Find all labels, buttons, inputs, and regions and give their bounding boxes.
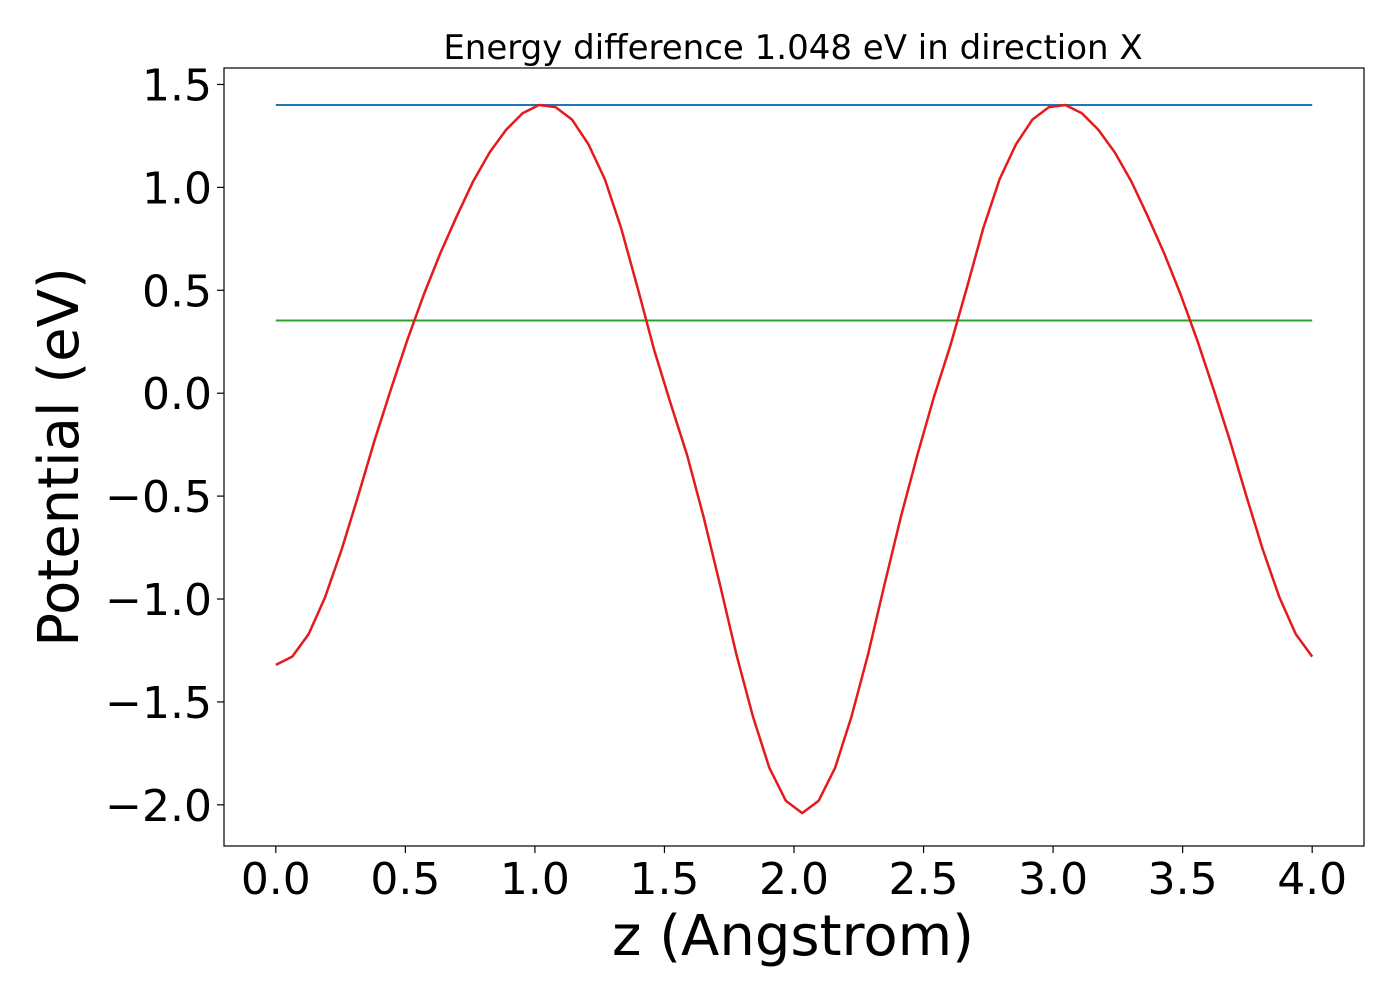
y-tick-label: 1.5 [142, 60, 212, 111]
x-tick-label: 1.0 [500, 854, 570, 905]
series-layer [275, 103, 1314, 815]
y-tick-label: −2.0 [105, 781, 212, 832]
y-axis: −2.0 −1.5 −1.0 −0.5 0.0 0.5 1.0 1.5 [105, 60, 224, 832]
x-tick-label: 0.0 [241, 854, 311, 905]
y-tick-label: 0.0 [142, 369, 212, 420]
x-tick-label: 4.0 [1277, 854, 1347, 905]
y-axis-label: Potential (eV) [27, 267, 92, 647]
y-tick-label: 1.0 [142, 163, 212, 214]
x-axis: 0.0 0.5 1.0 1.5 2.0 2.5 3.0 3.5 4.0 [241, 846, 1347, 905]
chart-title: Energy difference 1.048 eV in direction … [443, 28, 1142, 68]
y-tick-label: −1.5 [105, 678, 212, 729]
x-tick-label: 3.5 [1148, 854, 1218, 905]
plot-area-frame [223, 67, 1365, 847]
series-line-2 [275, 103, 1314, 815]
x-tick-label: 3.0 [1018, 854, 1088, 905]
x-axis-label: z (Angstrom) [612, 904, 974, 969]
x-tick-label: 0.5 [370, 854, 440, 905]
y-tick-label: −0.5 [105, 472, 212, 523]
y-tick-label: 0.5 [142, 266, 212, 317]
x-tick-label: 2.5 [889, 854, 959, 905]
x-tick-label: 2.0 [759, 854, 829, 905]
x-tick-label: 1.5 [629, 854, 699, 905]
y-tick-label: −1.0 [105, 575, 212, 626]
